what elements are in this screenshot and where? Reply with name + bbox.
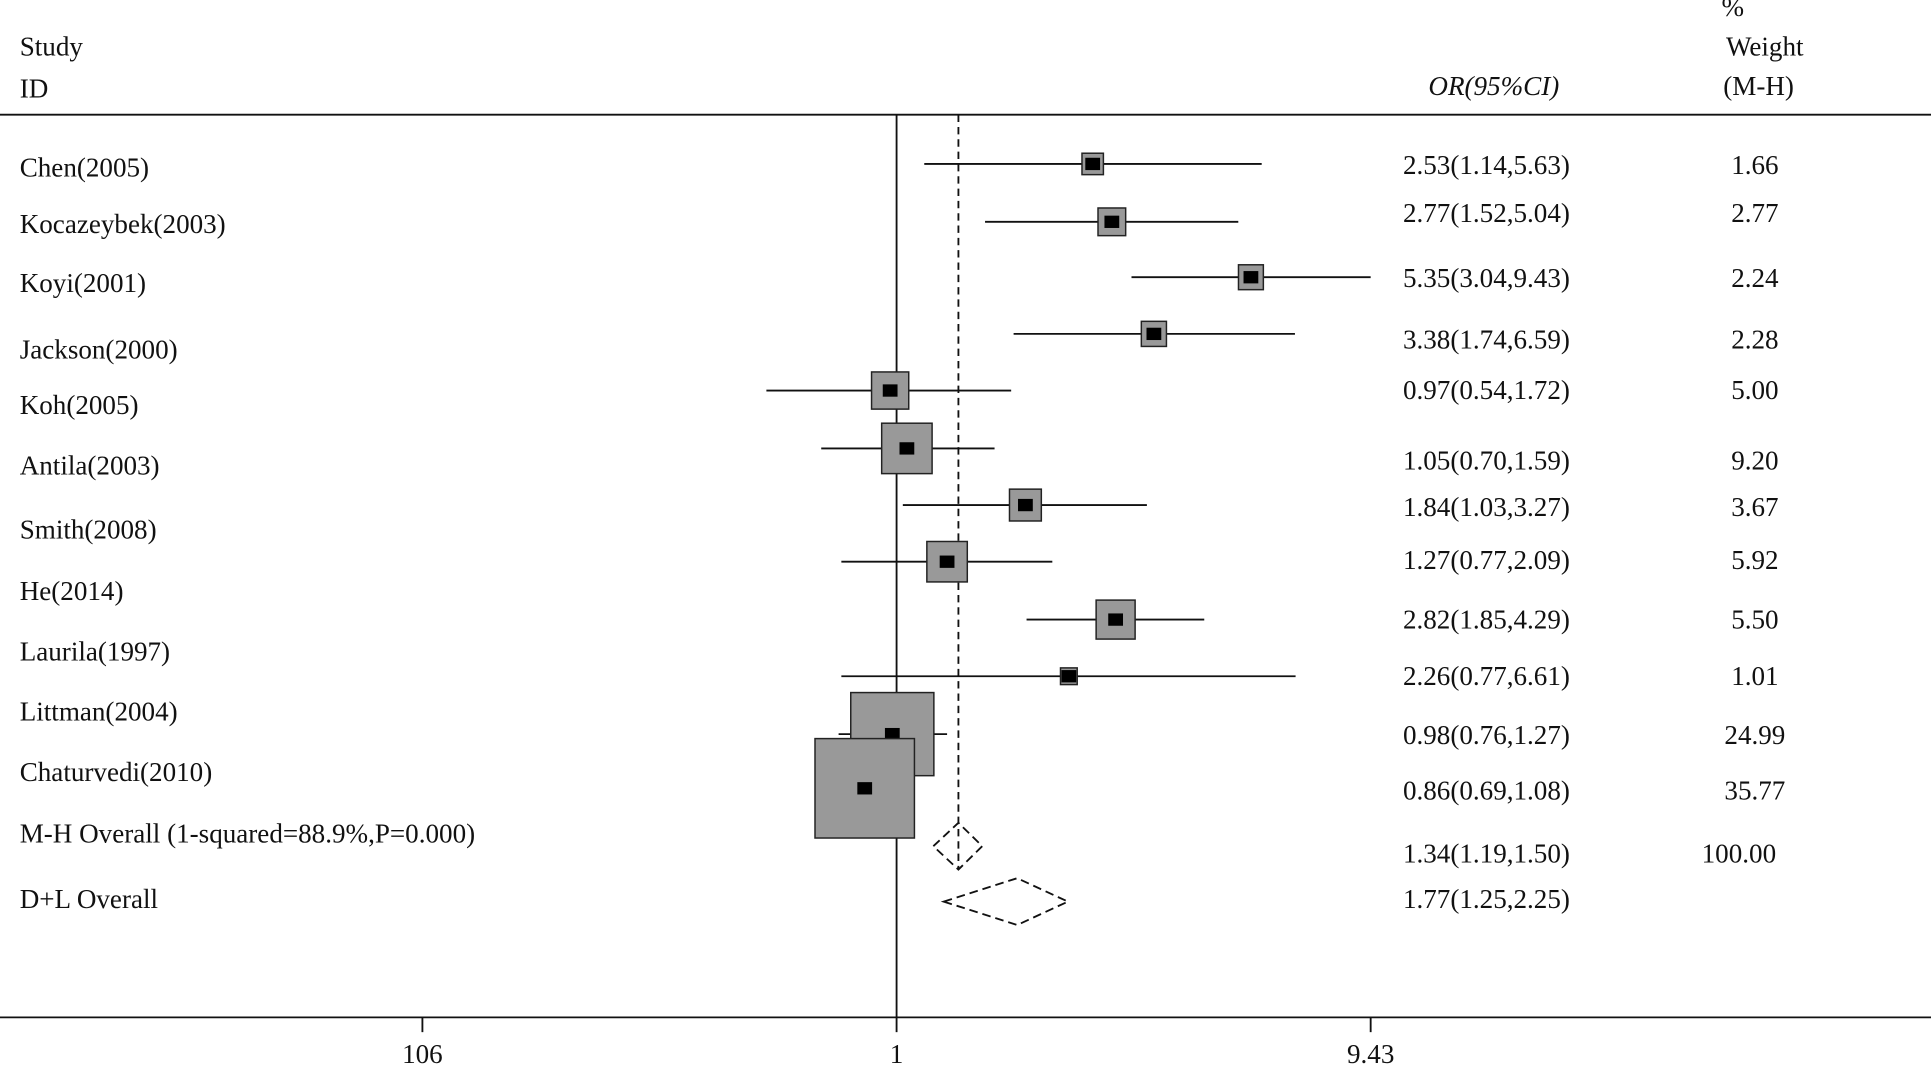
pooled-diamond <box>940 877 1071 926</box>
x-tick-label: 1 <box>890 1039 904 1068</box>
weight-label: 2.24 <box>1731 263 1779 293</box>
study-label: Jackson(2000) <box>20 335 178 365</box>
study-label: Chaturvedi(2010) <box>20 757 213 787</box>
or-label: 2.26(0.77,6.61) <box>1403 661 1570 691</box>
point-estimate <box>939 555 955 568</box>
weight-header: Weight <box>1726 32 1804 62</box>
study-label: Koh(2005) <box>20 390 139 420</box>
weight-header: (M-H) <box>1723 71 1794 101</box>
study-label: Chen(2005) <box>20 152 149 182</box>
or-label: 1.77(1.25,2.25) <box>1403 884 1570 914</box>
point-estimate <box>1243 271 1259 284</box>
point-estimate <box>1085 157 1101 171</box>
or-label: 2.82(1.85,4.29) <box>1403 604 1570 634</box>
weight-label: 5.00 <box>1731 375 1778 405</box>
weight-label: 1.66 <box>1731 150 1778 180</box>
pooled-label: D+L Overall <box>20 884 158 914</box>
weight-box <box>1237 264 1265 291</box>
point-estimate <box>1108 613 1124 626</box>
study-header: Study <box>20 32 84 62</box>
weight-label: 5.92 <box>1731 545 1778 575</box>
weight-label: 1.01 <box>1731 661 1778 691</box>
pooled-label: M-H Overall (1-squared=88.9%,P=0.000) <box>20 819 475 849</box>
or-label: 1.27(0.77,2.09) <box>1403 545 1570 575</box>
point-estimate <box>1146 327 1162 341</box>
study-label: He(2014) <box>20 576 124 606</box>
point-estimate <box>1061 670 1077 683</box>
or-label: 0.98(0.76,1.27) <box>1403 720 1570 750</box>
or-label: 1.84(1.03,3.27) <box>1403 492 1570 522</box>
weight-label: 5.50 <box>1731 604 1778 634</box>
or-label: 0.86(0.69,1.08) <box>1403 775 1570 805</box>
weight-label: 24.99 <box>1724 720 1785 750</box>
x-tick-label: 9.43 <box>1347 1039 1394 1068</box>
id-header: ID <box>20 73 49 103</box>
study-label: Laurila(1997) <box>20 636 170 666</box>
study-label: Kocazeybek(2003) <box>20 209 226 239</box>
weight-label: 100.00 <box>1702 838 1776 868</box>
point-estimate <box>882 384 898 397</box>
point-estimate <box>1104 215 1120 228</box>
or-label: 0.97(0.54,1.72) <box>1403 375 1570 405</box>
or-label: 1.05(0.70,1.59) <box>1403 445 1570 475</box>
point-estimate <box>1018 498 1033 512</box>
pooled-diamond <box>931 821 984 871</box>
or-label: 1.34(1.19,1.50) <box>1403 838 1570 868</box>
point-estimate <box>857 782 873 795</box>
weight-header: % <box>1721 0 1744 22</box>
or-label: 2.53(1.14,5.63) <box>1403 150 1570 180</box>
point-estimate <box>884 727 900 741</box>
weight-label: 35.77 <box>1724 775 1785 805</box>
or-label: 5.35(3.04,9.43) <box>1403 263 1570 293</box>
or-header: OR(95%CI) <box>1428 71 1559 101</box>
study-label: Antila(2003) <box>20 450 160 480</box>
weight-label: 9.20 <box>1731 445 1778 475</box>
study-label: Koyi(2001) <box>20 268 146 298</box>
weight-label: 2.28 <box>1731 325 1778 355</box>
or-label: 3.38(1.74,6.59) <box>1403 325 1570 355</box>
weight-label: 2.77 <box>1731 198 1778 228</box>
point-estimate <box>899 442 915 455</box>
x-tick-label: 106 <box>402 1039 443 1068</box>
or-label: 2.77(1.52,5.04) <box>1403 198 1570 228</box>
study-label: Smith(2008) <box>20 514 157 544</box>
weight-label: 3.67 <box>1731 492 1778 522</box>
study-label: Littman(2004) <box>20 697 178 727</box>
